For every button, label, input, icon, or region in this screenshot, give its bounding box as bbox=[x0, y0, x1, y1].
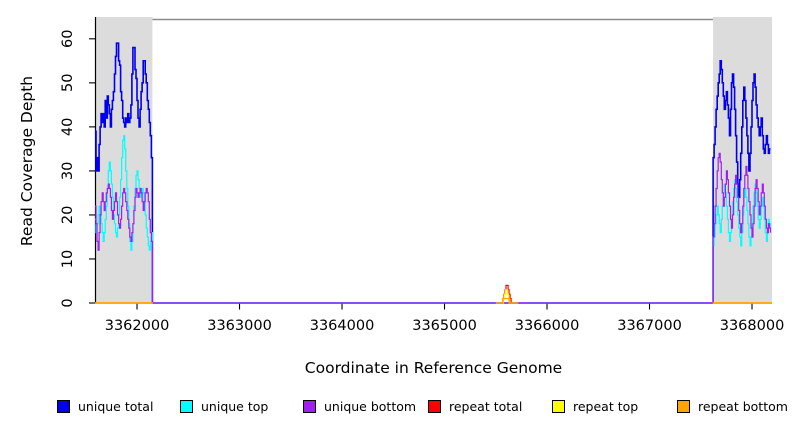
x-tick-label: 3363000 bbox=[207, 318, 272, 334]
plot-area: 3362000 3363000 3364000 3365000 3366000 33670… bbox=[60, 17, 785, 334]
legend-label: repeat bottom bbox=[698, 398, 788, 414]
legend-label: unique bottom bbox=[324, 398, 417, 414]
y-tick-label: 0 bbox=[60, 298, 76, 307]
unique-bottom-swatch-icon bbox=[303, 399, 316, 413]
y-tick-label: 10 bbox=[60, 250, 76, 268]
legend-item-repeat-top: repeat top bbox=[552, 397, 638, 415]
x-tick-label: 3368000 bbox=[720, 318, 785, 334]
y-tick-label: 50 bbox=[60, 74, 76, 92]
repeat-total-swatch-icon bbox=[428, 399, 441, 413]
legend-item-unique-bottom: unique bottom bbox=[303, 397, 416, 415]
legend-label: unique total bbox=[78, 398, 154, 414]
legend-label: repeat top bbox=[573, 398, 639, 414]
unique-top-swatch-icon bbox=[180, 399, 193, 413]
series-line-unique-total bbox=[95, 42, 771, 304]
legend: unique total unique top unique bottom re… bbox=[0, 397, 792, 417]
x-tick-label: 3364000 bbox=[310, 318, 375, 334]
series-line-unique-bottom bbox=[95, 152, 772, 304]
legend-item-unique-top: unique top bbox=[180, 397, 268, 415]
repeat-region-band bbox=[713, 17, 772, 304]
series-line-unique-top bbox=[95, 135, 772, 304]
legend-item-unique-total: unique total bbox=[57, 397, 153, 415]
unique-total-swatch-icon bbox=[57, 399, 70, 413]
y-tick-label: 30 bbox=[60, 162, 76, 180]
x-tick-label: 3366000 bbox=[515, 318, 580, 334]
legend-item-repeat-bottom: repeat bottom bbox=[677, 397, 788, 415]
repeat-top-swatch-icon bbox=[552, 399, 565, 413]
y-tick-label: 60 bbox=[60, 30, 76, 48]
x-tick-label: 3365000 bbox=[412, 318, 477, 334]
x-tick-label: 3362000 bbox=[105, 318, 170, 334]
legend-item-repeat-total: repeat total bbox=[428, 397, 522, 415]
series-line-repeat-bottom bbox=[495, 297, 519, 304]
y-axis-title: Read Coverage Depth bbox=[18, 75, 36, 247]
y-tick-label: 40 bbox=[60, 118, 76, 136]
repeat-bottom-swatch-icon bbox=[677, 399, 690, 413]
x-tick-label: 3367000 bbox=[617, 318, 682, 334]
x-axis-title: Coordinate in Reference Genome bbox=[304, 359, 563, 377]
legend-label: unique top bbox=[201, 398, 269, 414]
y-tick-label: 20 bbox=[60, 206, 76, 224]
legend-label: repeat total bbox=[449, 398, 523, 414]
